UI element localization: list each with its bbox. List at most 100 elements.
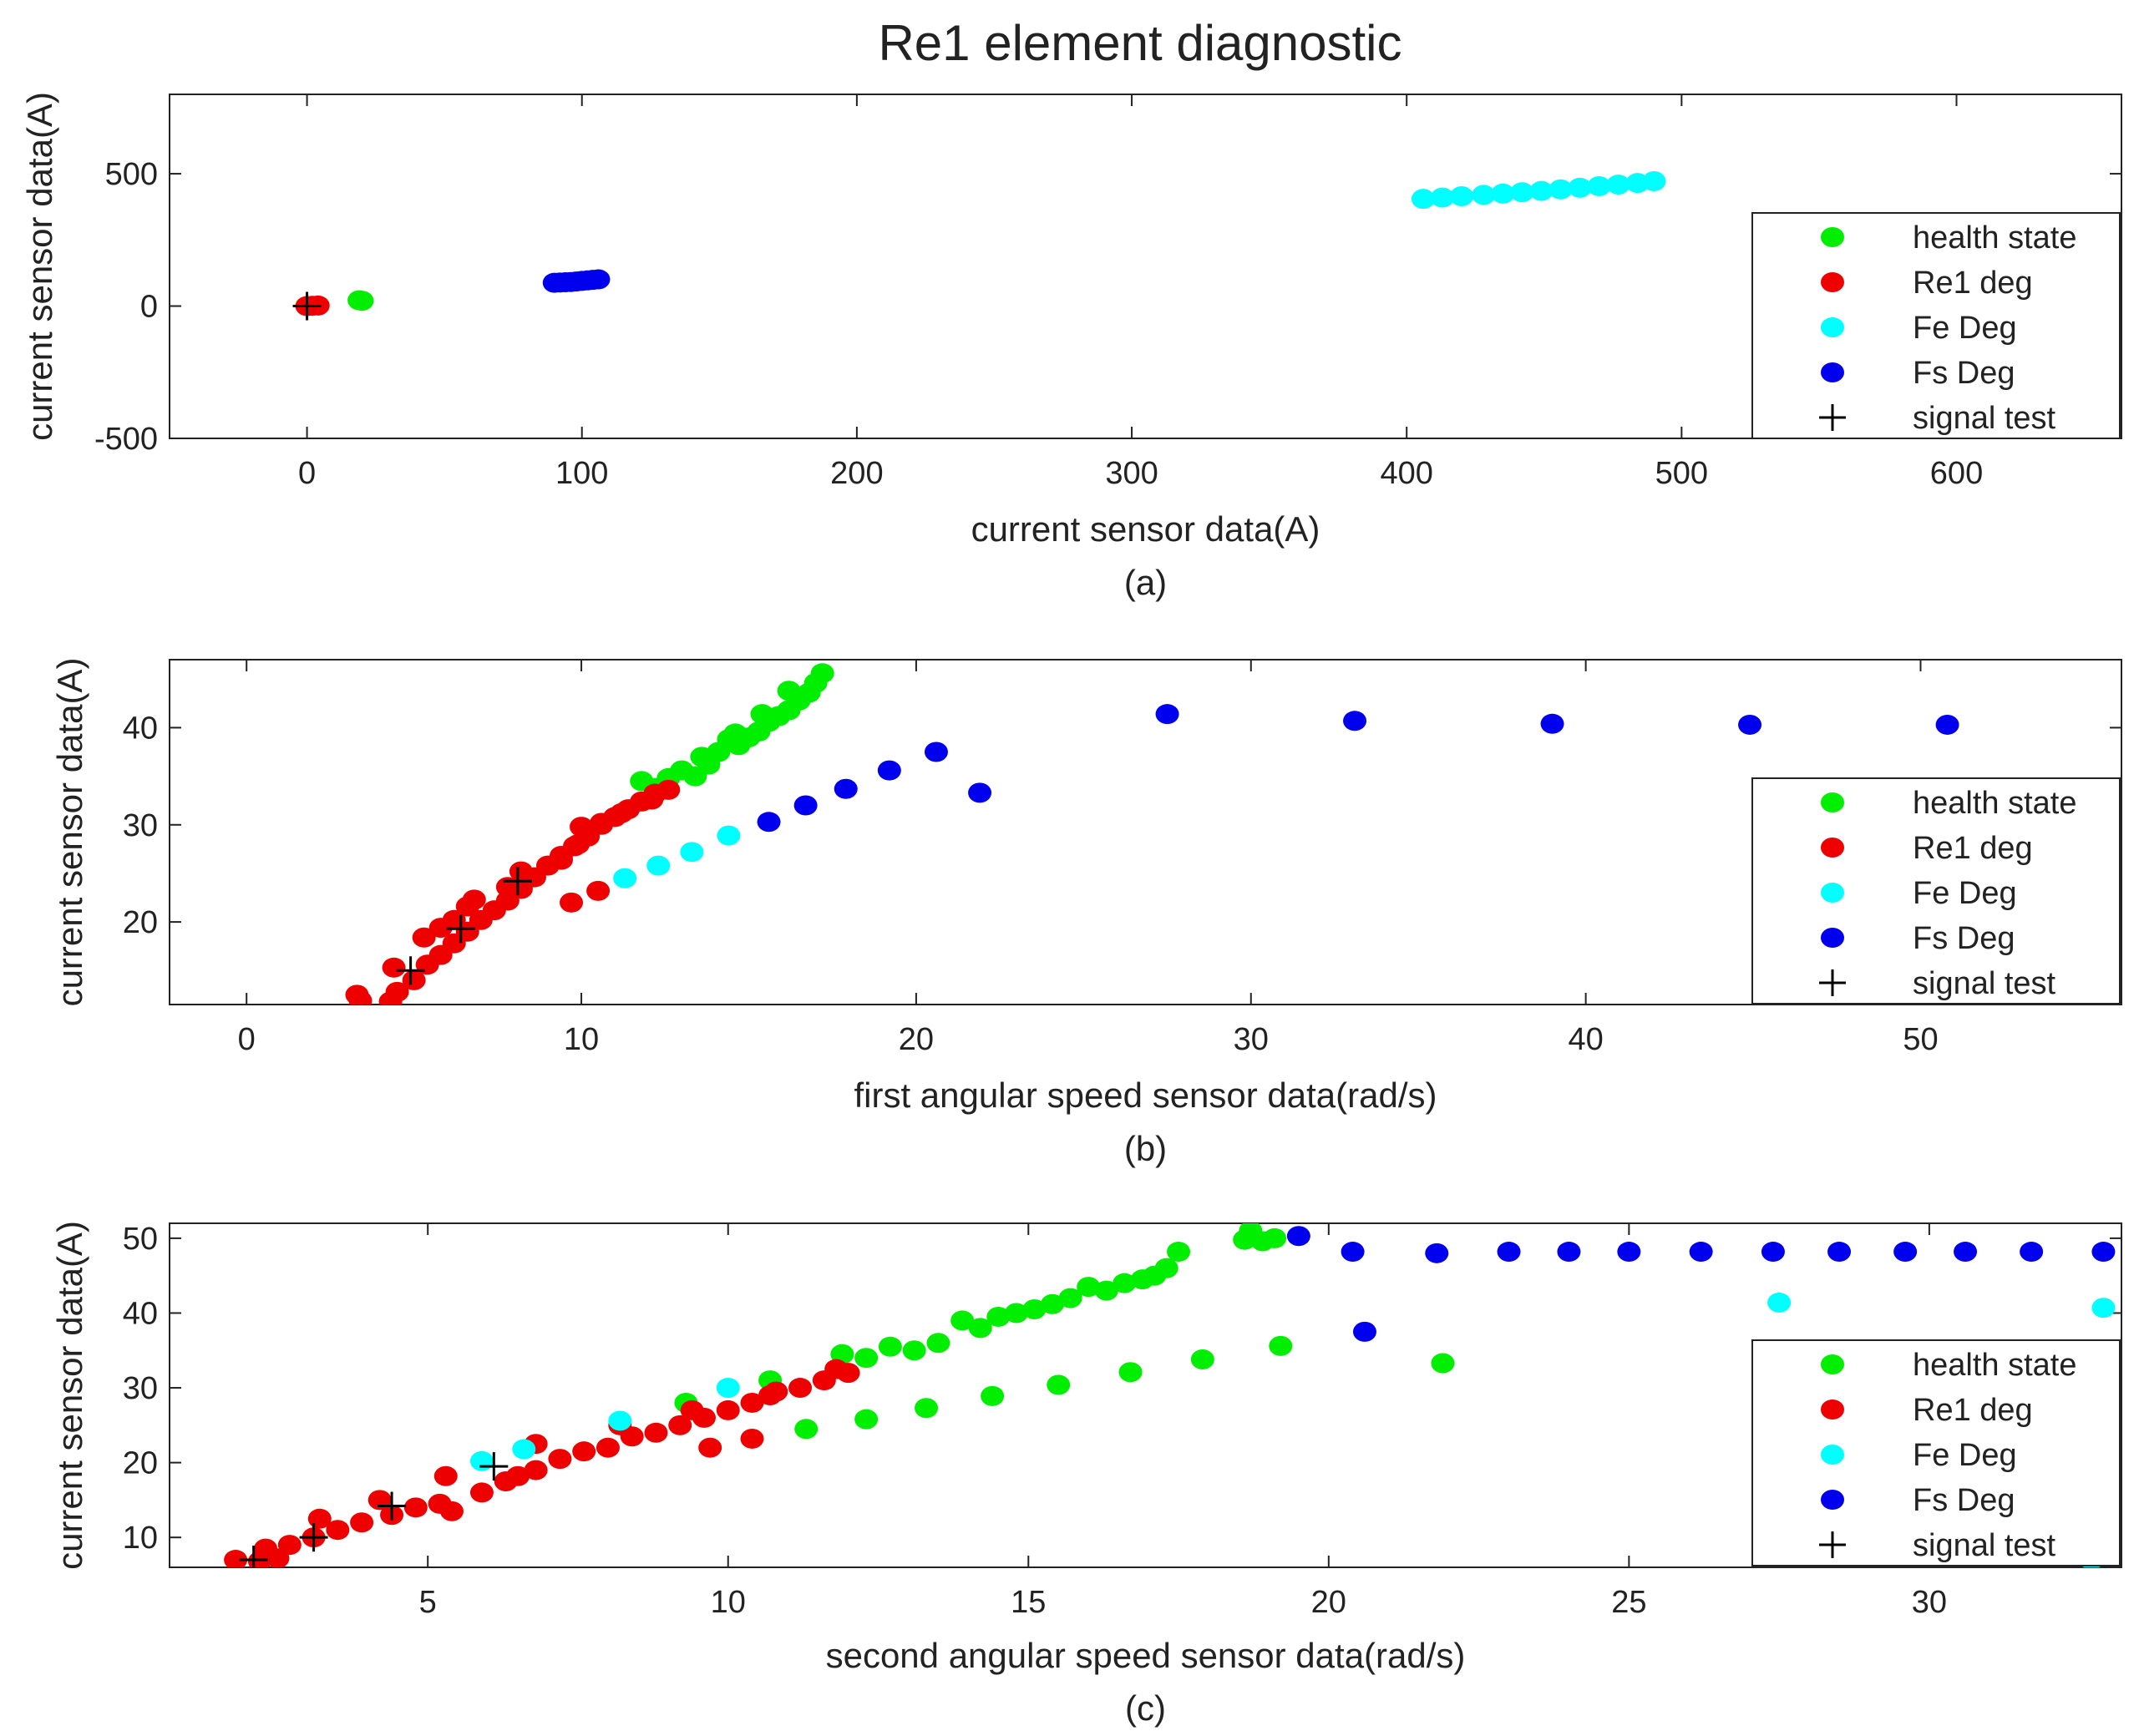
scatter-point — [1094, 1280, 1118, 1301]
scatter-point — [981, 1385, 1005, 1406]
scatter-point — [610, 802, 634, 823]
legend: health state Re1 deg Fe Deg Fs Deg signal te… — [1751, 1339, 2121, 1566]
signal-test-point — [239, 1546, 268, 1567]
scatter-point — [1491, 183, 1515, 204]
scatter-point — [1167, 1242, 1191, 1263]
scatter-point — [950, 1310, 975, 1331]
x-tick-label: 400 — [1380, 456, 1432, 491]
signal-test-point — [396, 956, 425, 985]
legend-marker-plus — [1819, 1531, 1846, 1558]
legend-entry-label: signal test — [1913, 401, 2056, 436]
scatter-point — [716, 1399, 740, 1420]
legend-marker — [1821, 1445, 1844, 1465]
scatter-point — [224, 1550, 248, 1567]
scatter-point — [1411, 189, 1435, 210]
y-axis-label: current sensor data(A) — [50, 1221, 89, 1570]
x-tick-label: 10 — [711, 1585, 746, 1620]
scatter-point — [469, 1482, 494, 1503]
scatter-point — [723, 723, 748, 744]
scatter-point — [403, 1497, 428, 1518]
scatter-point — [1155, 704, 1179, 725]
legend-entry-label: health state — [1913, 786, 2076, 821]
scatter-point — [1352, 1321, 1376, 1342]
scatter-point — [668, 1415, 692, 1435]
y-tick-label: 30 — [123, 808, 158, 843]
legend: health state Re1 deg Fe Deg Fs Deg signal te… — [1751, 777, 2121, 1005]
scatter-point — [656, 779, 681, 800]
scatter-point — [560, 892, 584, 913]
data-points — [292, 170, 1666, 321]
figure-title: Re1 element diagnostic — [878, 15, 1402, 71]
legend-marker — [1821, 317, 1844, 337]
scatter-point — [854, 1409, 879, 1430]
signal-test-point — [292, 291, 322, 321]
scatter-point — [550, 849, 574, 870]
scatter-point — [1587, 175, 1611, 196]
scatter-point — [1568, 177, 1592, 198]
x-tick-label: 20 — [899, 1022, 934, 1057]
scatter-point — [1954, 1242, 1978, 1263]
signal-test-point — [503, 867, 532, 896]
legend-entry-label: Re1 deg — [1913, 266, 2033, 301]
scatter-point — [439, 1501, 464, 1521]
x-tick-label: 10 — [564, 1022, 599, 1057]
scatter-point — [698, 1437, 722, 1458]
scatter-point — [1425, 1243, 1449, 1263]
scatter-point — [757, 812, 781, 833]
x-tick-label: 200 — [830, 456, 883, 491]
scatter-point — [1004, 1303, 1028, 1324]
legend-marker — [1821, 928, 1844, 948]
legend-marker-plus — [1819, 404, 1846, 431]
y-tick-label: 500 — [105, 157, 158, 192]
scatter-point — [750, 704, 774, 725]
legend-entry-label: health state — [1913, 1348, 2076, 1383]
scatter-point — [590, 812, 614, 833]
legend-marker-plus — [1819, 969, 1846, 996]
scatter-point — [572, 1441, 596, 1462]
scatter-point — [740, 1428, 764, 1449]
legend-marker — [1821, 838, 1844, 858]
x-axis-label: first angular speed sensor data(rad/s) — [854, 1076, 1437, 1115]
legend-entry-label: signal test — [1913, 1528, 2056, 1563]
scatter-point — [1548, 179, 1573, 200]
scatter-point — [1540, 713, 1564, 734]
scatter-point — [915, 1398, 939, 1419]
scatter-point — [1269, 1335, 1293, 1356]
x-tick-label: 25 — [1611, 1585, 1646, 1620]
scatter-point — [716, 1378, 740, 1399]
legend-box — [1751, 1339, 2121, 1566]
scatter-point — [506, 1465, 530, 1486]
scatter-point — [469, 1450, 494, 1471]
scatter-point — [810, 663, 834, 684]
legend-entry-label: signal test — [1913, 966, 2056, 1001]
legend-marker — [1821, 272, 1844, 292]
scatter-point — [1286, 1226, 1310, 1247]
y-tick-label: 10 — [123, 1521, 158, 1556]
scatter-point — [777, 681, 801, 701]
scatter-point — [385, 981, 409, 1002]
legend-entry-label: Re1 deg — [1913, 831, 2033, 866]
scatter-point — [512, 1439, 536, 1460]
scatter-point — [1557, 1242, 1581, 1263]
scatter-point — [1529, 180, 1554, 201]
scatter-point — [1767, 1292, 1792, 1313]
scatter-point — [326, 1520, 350, 1541]
y-tick-label: 20 — [123, 905, 158, 940]
scatter-point — [2020, 1242, 2044, 1263]
scatter-point — [1047, 1374, 1071, 1395]
legend-marker — [1821, 792, 1844, 812]
signal-test-point — [446, 914, 475, 944]
scatter-point — [1761, 1242, 1785, 1263]
scatter-point — [586, 269, 611, 290]
scatter-point — [717, 825, 741, 846]
scatter-point — [596, 1437, 620, 1458]
scatter-point — [1606, 175, 1630, 195]
scatter-point — [608, 1410, 632, 1431]
scatter-point — [524, 1460, 548, 1480]
scatter-point — [1935, 714, 1959, 735]
x-tick-label: 0 — [238, 1022, 256, 1057]
scatter-point — [1497, 1242, 1521, 1263]
y-tick-label: 40 — [123, 711, 158, 746]
x-tick-label: 50 — [1903, 1022, 1938, 1057]
